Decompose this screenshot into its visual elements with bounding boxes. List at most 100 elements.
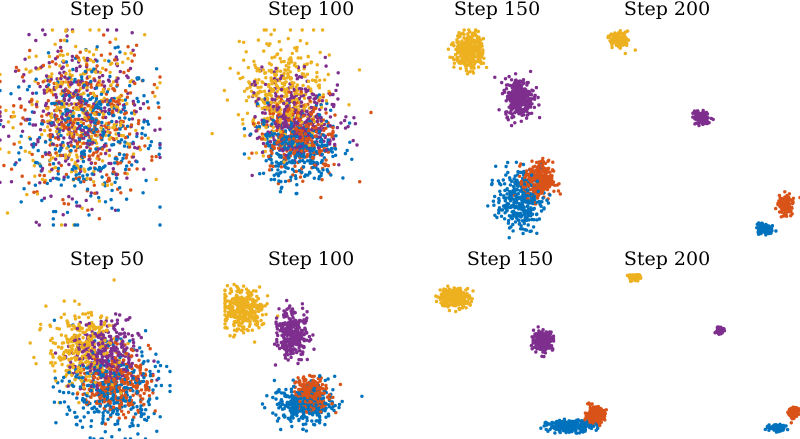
scatter-point [534,85,539,90]
scatter-point [130,59,134,63]
scatter-point [83,169,87,174]
scatter-point [782,203,787,207]
scatter-point [309,61,313,65]
scatter-point [63,118,67,122]
scatter-point [89,161,94,165]
scatter-point [61,198,65,202]
scatter-point [113,46,117,50]
scatter-point [335,125,340,130]
scatter-panel-4 [606,29,800,237]
scatter-point [93,161,98,165]
scatter-point [461,58,465,62]
scatter-point [62,136,66,140]
scatter-point [150,158,154,162]
scatter-point [520,83,524,87]
scatter-point [486,204,490,208]
scatter-point [77,177,81,182]
scatter-point [131,142,135,146]
scatter-point [310,78,315,82]
scatter-point [265,106,269,110]
scatter-point [503,77,508,81]
scatter-point [287,90,291,94]
scatter-point [17,68,21,73]
scatter-point [112,113,116,118]
scatter-point [74,44,78,49]
scatter-point [101,100,105,104]
scatter-point [2,163,6,168]
scatter-point [64,113,69,117]
scatter-point [65,34,69,38]
scatter-point [318,50,322,55]
scatter-point [700,121,704,125]
scatter-point [68,408,72,412]
scatter-panel-2 [210,28,373,200]
scatter-point [115,79,119,84]
scatter-point [491,199,496,203]
scatter-point [59,49,64,53]
scatter-point [261,141,266,146]
scatter-point [158,81,162,85]
scatter-point [242,40,246,44]
scatter-point [316,167,320,171]
scatter-point [31,123,35,127]
scatter-point [47,54,52,59]
scatter-point [269,177,273,182]
scatter-point [132,53,137,57]
scatter-point [315,160,319,165]
scatter-point [66,77,70,81]
scatter-point [153,128,157,132]
scatter-point [101,87,106,92]
scatter-point [551,180,556,184]
scatter-point [519,195,523,200]
scatter-point [236,71,240,75]
scatter-point [154,352,158,356]
scatter-point [135,160,139,164]
scatter-point [506,218,511,223]
scatter-point [519,119,523,124]
scatter-point [520,98,524,103]
scatter-point [122,144,127,148]
scatter-point [339,121,343,125]
scatter-point [289,60,294,64]
scatter-point [89,194,93,198]
scatter-point [63,75,67,79]
scatter-point [516,180,520,185]
scatter-point [521,193,525,197]
scatter-point [158,155,162,160]
scatter-point [91,117,95,121]
scatter-point [536,95,540,100]
scatter-point [286,61,291,65]
scatter-point [63,153,68,157]
scatter-point [301,165,306,169]
scatter-point [452,65,456,69]
scatter-point [547,174,551,179]
scatter-point [110,188,114,193]
scatter-point [12,142,16,146]
scatter-point [265,119,269,124]
scatter-point [101,182,105,187]
scatter-point [504,83,509,87]
scatter-point [787,192,792,196]
scatter-point [510,190,515,194]
scatter-point [280,147,284,151]
scatter-point [497,108,501,112]
scatter-point [468,70,472,74]
scatter-point [271,112,275,116]
scatter-point [135,134,139,139]
scatter-point [333,113,337,117]
scatter-point [33,174,37,178]
scatter-point [99,106,103,110]
scatter-point [252,59,256,64]
scatter-point [71,123,75,127]
scatter-point [525,113,530,117]
scatter-point [507,74,511,79]
scatter-point [464,65,468,69]
scatter-point [100,120,104,125]
scatter-point [288,70,292,74]
scatter-point [82,136,86,140]
scatter-point [695,114,700,118]
scatter-point [157,116,162,120]
scatter-point [94,97,99,101]
scatter-point [61,124,65,128]
scatter-point [269,68,273,73]
